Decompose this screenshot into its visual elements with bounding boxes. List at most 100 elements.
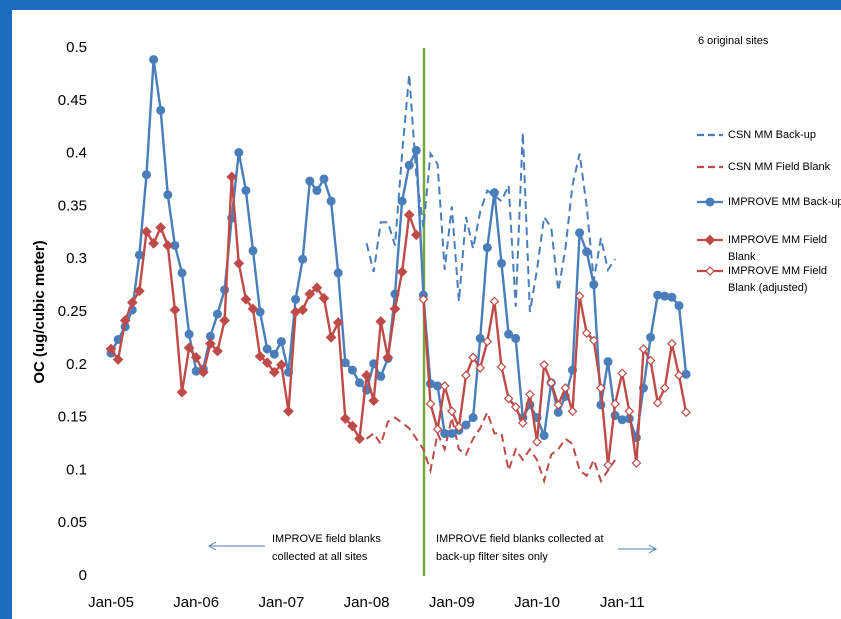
data-point [489,188,499,198]
data-point [674,370,684,381]
data-point [220,285,230,295]
data-point [525,389,535,400]
data-point [276,359,287,371]
annotation: 6 original sites [698,35,769,47]
data-point [482,243,492,253]
data-point [355,378,364,388]
data-point [283,405,294,417]
data-point [375,316,387,327]
annotation: IMPROVE field blanks collected at all si… [272,533,384,563]
data-point [241,186,251,196]
y-tick-label: 0.4 [66,145,87,162]
data-point [667,338,677,349]
data-point [376,371,386,381]
y-tick-label: 0.1 [66,461,87,478]
y-axis-title: OC (ug/cubic meter) [31,240,48,383]
data-point [503,393,514,404]
data-point [142,170,151,180]
data-point [582,247,592,257]
right-arrow-head [648,544,658,554]
data-point [631,458,642,468]
data-point [149,55,159,65]
data-point [197,366,209,378]
data-point [439,381,450,391]
data-point [411,145,421,155]
data-point [276,337,286,347]
x-tick-label: Jan-08 [344,594,390,611]
data-point [155,222,167,233]
data-point [304,288,316,300]
data-point [347,365,357,375]
data-point [539,431,549,441]
data-point [496,362,507,372]
data-point [176,386,188,398]
x-tick-label: Jan-09 [429,594,475,611]
data-point [325,331,337,343]
data-point [433,381,443,391]
data-point [368,395,380,407]
y-tick-label: 0 [79,567,87,584]
data-point [446,406,457,417]
data-point [653,290,663,300]
data-point [461,370,471,381]
y-tick-label: 0.3 [66,250,87,267]
data-point [332,317,344,328]
data-point [326,196,336,206]
data-point [681,407,691,418]
data-point [461,420,471,430]
data-point [183,342,195,354]
data-point [574,291,585,302]
left-arrow-head [207,541,217,551]
data-point [610,399,620,409]
data-point [567,406,578,417]
legend-label: IMPROVE MM Back-up [728,196,841,208]
data-point [248,246,258,256]
data-point [418,294,429,305]
data-point [213,309,222,319]
y-tick-label: 0.5 [66,39,87,56]
x-tick-label: Jan-05 [88,594,134,611]
data-point [638,344,649,354]
data-point [532,437,542,447]
data-point [432,424,443,435]
data-point [468,413,478,423]
x-tick-label: Jan-11 [600,594,645,611]
data-point [347,420,358,432]
data-point [269,349,279,359]
data-point [312,186,322,196]
y-tick-label: 0.45 [58,92,87,109]
data-point [397,196,407,206]
chart-panel [12,10,841,619]
data-point [268,366,280,378]
data-point [170,240,180,250]
data-point [262,344,272,354]
data-point [489,296,500,307]
data-point [589,280,599,290]
legend-label: CSN MM Back-up [728,129,816,141]
data-point [546,377,557,388]
data-point [539,359,549,370]
data-point [468,352,478,363]
data-point [212,345,223,357]
data-point [319,174,329,184]
data-point [119,315,131,326]
data-point [234,148,244,158]
data-point [156,105,166,115]
data-point [475,363,486,373]
y-tick-label: 0.05 [58,514,87,531]
data-point [596,400,606,410]
data-point [404,160,414,170]
data-point [504,329,514,339]
data-point [389,303,401,315]
data-point [396,266,408,278]
data-point [148,238,159,249]
data-point [510,402,521,412]
data-point [226,171,238,183]
legend-marker [704,234,716,246]
data-point [652,397,663,408]
data-point [134,285,145,297]
data-point [240,293,252,305]
series-line [109,59,688,441]
data-point [560,383,571,393]
legend-label: IMPROVE MM Field Blank [728,234,830,263]
